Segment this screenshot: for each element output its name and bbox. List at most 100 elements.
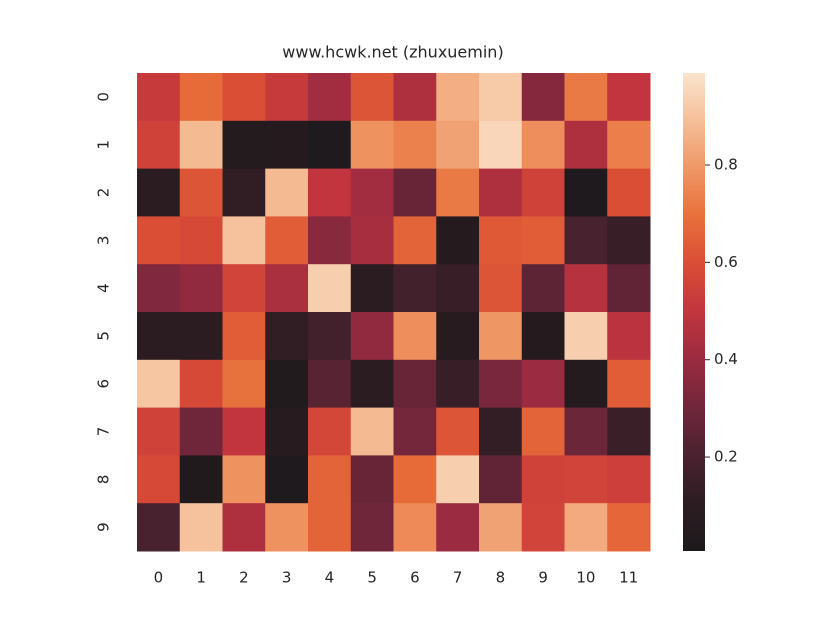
heatmap-cell	[350, 73, 394, 122]
heatmap-cell	[521, 407, 565, 456]
heatmap-cell	[521, 312, 565, 361]
heatmap-cell	[436, 264, 480, 313]
heatmap-cell	[350, 216, 394, 265]
heatmap-cell	[350, 455, 394, 504]
heatmap-cell	[308, 264, 352, 313]
heatmap-cell	[436, 359, 480, 409]
heatmap-cell	[607, 407, 651, 456]
y-tick-label: 7	[95, 427, 113, 437]
heatmap-cell	[564, 359, 608, 409]
y-tick-label: 5	[95, 331, 113, 341]
heatmap-cell	[350, 168, 394, 217]
heatmap-cell	[222, 407, 266, 456]
heatmap-cell	[179, 312, 223, 361]
heatmap-cell	[308, 407, 352, 456]
heatmap-cell	[521, 264, 565, 313]
heatmap-cell	[564, 503, 608, 552]
heatmap-cell	[436, 168, 480, 217]
heatmap-cell	[137, 312, 181, 361]
heatmap-cell	[479, 359, 523, 409]
heatmap-cell	[350, 264, 394, 313]
heatmap-cell	[479, 503, 523, 552]
heatmap-cell	[265, 168, 309, 217]
heatmap-cell	[436, 455, 480, 504]
heatmap-cell	[564, 455, 608, 504]
heatmap-cell	[308, 359, 352, 409]
heatmap-cell	[137, 216, 181, 265]
heatmap-cell	[265, 455, 309, 504]
heatmap-cell	[607, 168, 651, 217]
heatmap-cell	[308, 503, 352, 552]
x-tick-label: 7	[453, 569, 463, 587]
heatmap-cell	[607, 455, 651, 504]
heatmap-cell	[222, 73, 266, 122]
heatmap-cell	[179, 120, 223, 170]
heatmap-cell	[436, 216, 480, 265]
heatmap-cell	[350, 312, 394, 361]
heatmap-cell	[350, 359, 394, 409]
heatmap-cell	[393, 120, 437, 170]
heatmap-cell	[265, 216, 309, 265]
heatmap-cell	[564, 312, 608, 361]
heatmap-cell	[179, 168, 223, 217]
heatmap-cell	[179, 359, 223, 409]
colorbar-tick-label: 0.2	[714, 448, 738, 466]
heatmap-cell	[393, 407, 437, 456]
heatmap-cell	[436, 73, 480, 122]
heatmap-cell	[179, 455, 223, 504]
heatmap-cell	[222, 168, 266, 217]
x-tick-label: 8	[496, 569, 506, 587]
heatmap-cell	[222, 264, 266, 313]
chart-title: www.hcwk.net (zhuxuemin)	[282, 43, 503, 62]
heatmap-cell	[521, 168, 565, 217]
x-tick-label: 11	[619, 569, 638, 587]
heatmap-cell	[179, 73, 223, 122]
heatmap-cell	[564, 264, 608, 313]
heatmap-cell	[179, 264, 223, 313]
heatmap-cell	[479, 73, 523, 122]
heatmap-cell	[222, 216, 266, 265]
heatmap-cell	[265, 359, 309, 409]
heatmap-cell	[393, 455, 437, 504]
x-tick-label: 9	[538, 569, 548, 587]
heatmap-cell	[265, 503, 309, 552]
heatmap-cell	[564, 407, 608, 456]
heatmap-cell	[564, 120, 608, 170]
heatmap-cell	[436, 312, 480, 361]
x-tick-label: 4	[325, 569, 335, 587]
colorbar	[683, 73, 705, 551]
heatmap-cell	[137, 73, 181, 122]
heatmap-cell	[607, 312, 651, 361]
heatmap-cell	[137, 359, 181, 409]
y-tick-label: 6	[95, 379, 113, 389]
heatmap-cell	[137, 407, 181, 456]
heatmap-cell	[521, 216, 565, 265]
heatmap-cell	[308, 168, 352, 217]
y-tick-label: 4	[95, 283, 113, 293]
heatmap-cell	[265, 312, 309, 361]
heatmap-cell	[137, 120, 181, 170]
heatmap-cell	[179, 407, 223, 456]
heatmap-cell	[222, 312, 266, 361]
heatmap-cell	[521, 503, 565, 552]
heatmap-cell	[521, 73, 565, 122]
heatmap-cell	[265, 73, 309, 122]
heatmap-cell	[607, 120, 651, 170]
heatmap-cell	[265, 407, 309, 456]
heatmap-cell	[393, 359, 437, 409]
x-tick-label: 0	[154, 569, 164, 587]
y-tick-label: 0	[95, 92, 113, 102]
y-tick-label: 3	[95, 236, 113, 246]
heatmap-cell	[607, 264, 651, 313]
heatmap-cell	[479, 312, 523, 361]
y-tick-label: 8	[95, 475, 113, 485]
heatmap-cell	[479, 455, 523, 504]
colorbar-tick-label: 0.8	[714, 155, 738, 173]
heatmap-cell	[564, 73, 608, 122]
heatmap-cell	[521, 120, 565, 170]
heatmap-cell	[308, 312, 352, 361]
heatmap-cell	[393, 503, 437, 552]
heatmap-cell	[265, 120, 309, 170]
heatmap-cell	[521, 359, 565, 409]
